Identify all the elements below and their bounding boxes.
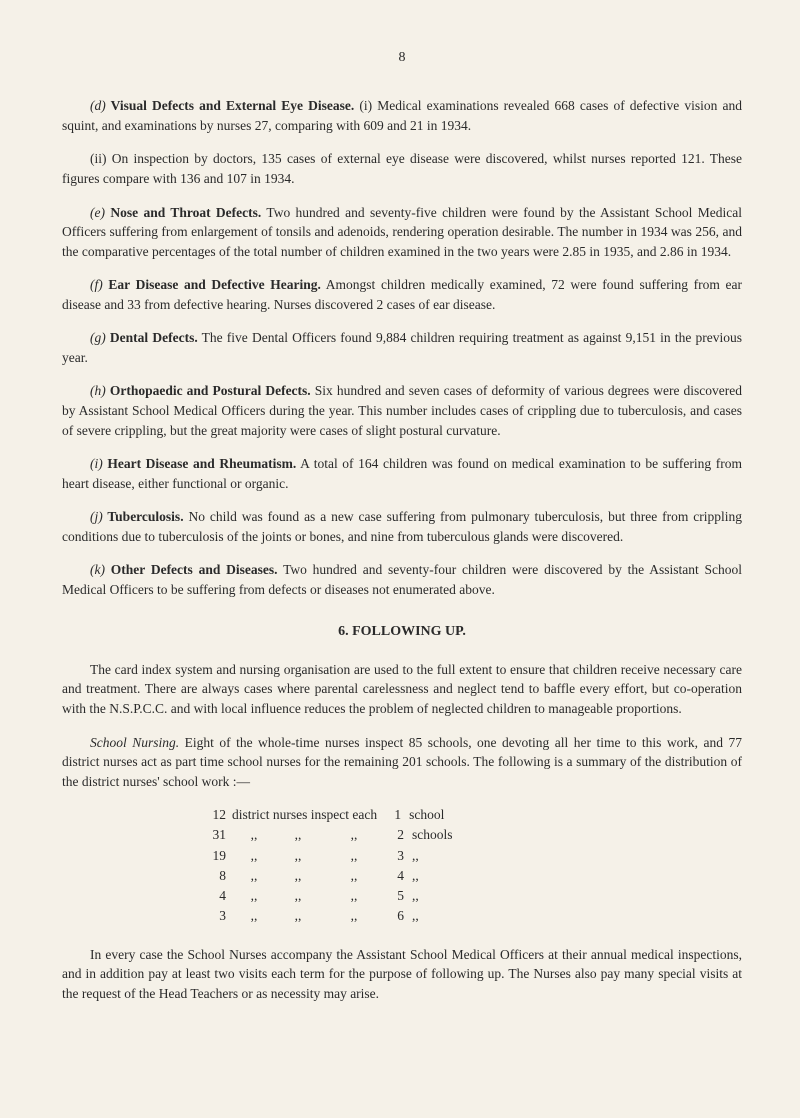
page-number: 8	[62, 48, 742, 68]
label-e: (e)	[90, 205, 105, 220]
ditto-mark: ,,	[276, 886, 320, 906]
ditto-mark: ,,	[232, 866, 276, 886]
ditto-mark: ,,	[232, 825, 276, 845]
title-k: Other Defects and Diseases.	[105, 562, 278, 577]
para-e: (e) Nose and Throat Defects. Two hundred…	[62, 203, 742, 262]
table-count: 8	[202, 866, 232, 886]
ditto-mark: ,,	[320, 846, 388, 866]
table-result-num: 6	[388, 906, 412, 926]
table-result-label: ,,	[412, 846, 419, 866]
section6-p2: School Nursing. Eight of the whole-time …	[62, 733, 742, 792]
para-h: (h) Orthopaedic and Postural Defects. Si…	[62, 381, 742, 440]
table-result-label: school	[409, 805, 444, 825]
ditto-mark: ,,	[320, 906, 388, 926]
table-result-num: 5	[388, 886, 412, 906]
label-g: (g)	[90, 330, 106, 345]
ditto-mark: ,,	[320, 825, 388, 845]
title-d: Visual Defects and External Eye Disease.	[106, 98, 355, 113]
title-f: Ear Disease and Defective Hearing.	[103, 277, 321, 292]
label-k: (k)	[90, 562, 105, 577]
label-d: (d)	[90, 98, 106, 113]
para-k: (k) Other Defects and Diseases. Two hund…	[62, 560, 742, 599]
label-j: (j)	[90, 509, 103, 524]
distribution-table: 12 district nurses inspect each 1 school…	[202, 805, 742, 927]
section6-p1-text: The card index system and nursing organi…	[62, 662, 742, 716]
ditto-mark: ,,	[232, 846, 276, 866]
ditto-mark: ,,	[276, 825, 320, 845]
title-g: Dental Defects.	[106, 330, 198, 345]
para-d: (d) Visual Defects and External Eye Dise…	[62, 96, 742, 135]
ditto-mark: ,,	[276, 866, 320, 886]
table-result-num: 2	[388, 825, 412, 845]
ditto-mark: ,,	[232, 906, 276, 926]
para-j: (j) Tuberculosis. No child was found as …	[62, 507, 742, 546]
title-j: Tuberculosis.	[103, 509, 184, 524]
para-f: (f) Ear Disease and Defective Hearing. A…	[62, 275, 742, 314]
table-result-label: ,,	[412, 886, 419, 906]
body-d-ii: (ii) On inspection by doctors, 135 cases…	[62, 151, 742, 186]
table-result-label: ,,	[412, 866, 419, 886]
section6-p3: In every case the School Nurses accompan…	[62, 945, 742, 1004]
table-first-text: district nurses inspect each	[232, 805, 385, 825]
table-result-num: 3	[388, 846, 412, 866]
ditto-mark: ,,	[320, 886, 388, 906]
table-row: 8 ,, ,, ,, 4 ,,	[202, 866, 742, 886]
table-row: 3 ,, ,, ,, 6 ,,	[202, 906, 742, 926]
table-result-num: 4	[388, 866, 412, 886]
ditto-mark: ,,	[320, 866, 388, 886]
section-6-heading: 6. FOLLOWING UP.	[62, 622, 742, 642]
section6-p2-lead: School Nursing.	[90, 735, 179, 750]
table-row: 4 ,, ,, ,, 5 ,,	[202, 886, 742, 906]
para-g: (g) Dental Defects. The five Dental Offi…	[62, 328, 742, 367]
label-f: (f)	[90, 277, 103, 292]
ditto-mark: ,,	[276, 906, 320, 926]
table-result-label: schools	[412, 825, 453, 845]
table-row: 31 ,, ,, ,, 2 schools	[202, 825, 742, 845]
label-h: (h)	[90, 383, 106, 398]
label-i: (i)	[90, 456, 103, 471]
section6-p1: The card index system and nursing organi…	[62, 660, 742, 719]
table-result-num: 1	[385, 805, 409, 825]
para-i: (i) Heart Disease and Rheumatism. A tota…	[62, 454, 742, 493]
para-d-ii: (ii) On inspection by doctors, 135 cases…	[62, 149, 742, 188]
table-row: 12 district nurses inspect each 1 school	[202, 805, 742, 825]
ditto-mark: ,,	[276, 846, 320, 866]
table-result-label: ,,	[412, 906, 419, 926]
title-h: Orthopaedic and Postural Defects.	[106, 383, 311, 398]
ditto-mark: ,,	[232, 886, 276, 906]
table-count: 31	[202, 825, 232, 845]
section6-p3-text: In every case the School Nurses accompan…	[62, 947, 742, 1001]
table-count: 19	[202, 846, 232, 866]
table-count: 3	[202, 906, 232, 926]
table-count: 4	[202, 886, 232, 906]
title-i: Heart Disease and Rheumatism.	[103, 456, 297, 471]
table-count: 12	[202, 805, 232, 825]
title-e: Nose and Throat Defects.	[105, 205, 261, 220]
table-row: 19 ,, ,, ,, 3 ,,	[202, 846, 742, 866]
